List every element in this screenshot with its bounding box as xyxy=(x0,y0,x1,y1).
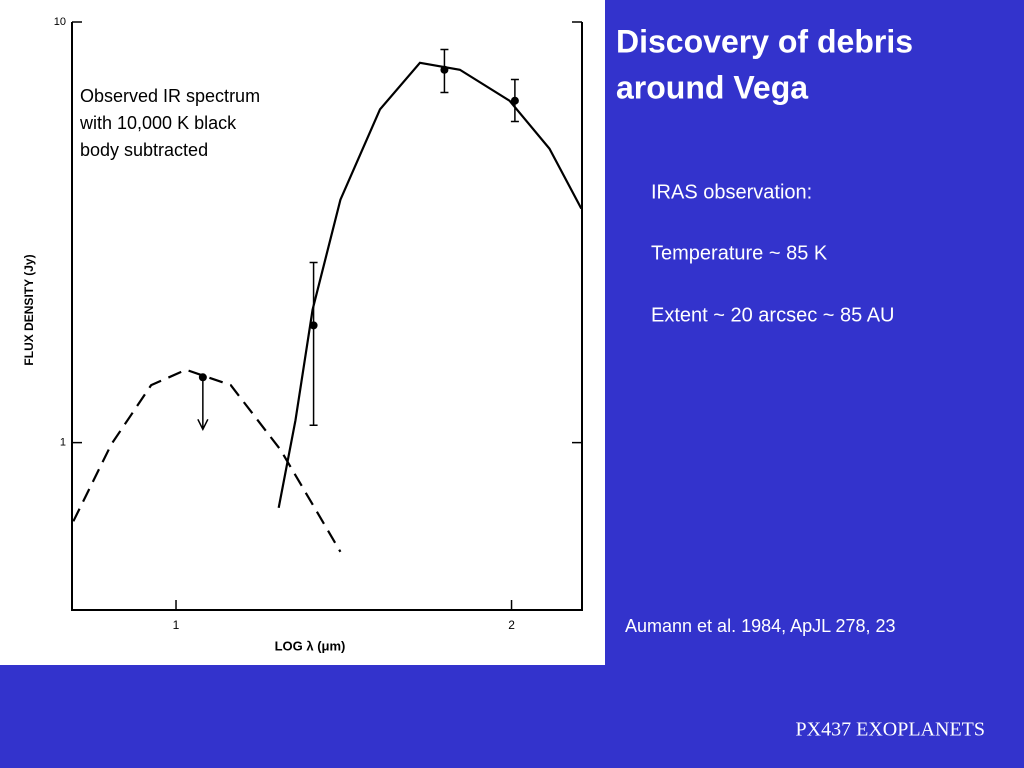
data-point xyxy=(309,321,318,330)
figure-panel xyxy=(0,0,605,665)
note: Temperature ~ 85 K xyxy=(651,242,828,264)
error-bar xyxy=(309,261,318,426)
slide-title: Discovery of debris xyxy=(616,23,913,59)
annotation: body subtracted xyxy=(80,140,208,160)
data-point xyxy=(198,373,207,382)
x-tick-label: 2 xyxy=(508,618,515,632)
citation: Aumann et al. 1984, ApJL 278, 23 xyxy=(625,616,896,636)
upper-limit-arrow xyxy=(197,377,209,431)
note: IRAS observation: xyxy=(651,181,812,203)
data-point xyxy=(440,65,449,74)
curve xyxy=(277,61,583,508)
x-tick-label: 1 xyxy=(173,618,180,632)
axis-frame xyxy=(71,22,583,611)
annotation: Observed IR spectrum xyxy=(80,86,260,106)
y-tick-label: 10 xyxy=(54,16,66,28)
x-axis-label: LOG λ (μm) xyxy=(275,638,346,653)
y-axis-label: FLUX DENSITY (Jy) xyxy=(22,254,36,365)
slide-title: around Vega xyxy=(616,69,808,105)
annotation: with 10,000 K black xyxy=(79,113,237,133)
y-tick-label: 1 xyxy=(60,437,66,449)
note: Extent ~ 20 arcsec ~ 85 AU xyxy=(651,304,894,326)
footer: PX437 EXOPLANETS xyxy=(796,719,985,741)
data-point xyxy=(510,96,519,105)
